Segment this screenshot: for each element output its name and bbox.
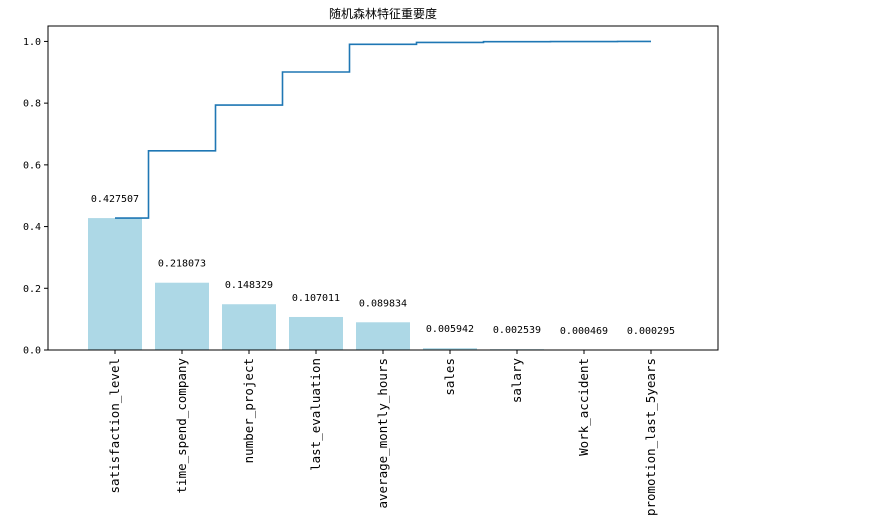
- y-tick-label-1.0: 1.0: [23, 37, 41, 48]
- data-label-Work_accident: 0.000469: [560, 326, 608, 337]
- data-label-satisfaction_level: 0.427507: [91, 194, 139, 205]
- bars-layer: [88, 218, 678, 351]
- data-label-sales: 0.005942: [426, 324, 474, 335]
- x-tick-label-Work_accident: Work_accident: [576, 358, 591, 456]
- x-tick-label-sales: sales: [442, 358, 457, 396]
- bar-average_montly_hours: [356, 322, 410, 350]
- x-axis: satisfaction_level time_spend_company numb…: [107, 350, 658, 515]
- bar-satisfaction_level: [88, 218, 142, 350]
- x-tick-label-satisfaction_level: satisfaction_level: [107, 358, 122, 493]
- data-label-salary: 0.002539: [493, 325, 541, 336]
- y-tick-label-0.8: 0.8: [23, 99, 41, 110]
- data-label-time_spend_company: 0.218073: [158, 259, 206, 270]
- plot-frame: [47, 25, 719, 351]
- bar-last_evaluation: [289, 316, 343, 350]
- y-axis: 0.0 0.2 0.4 0.6 0.8 1.0: [23, 37, 48, 357]
- y-tick-label-0.2: 0.2: [23, 284, 41, 295]
- x-tick-label-time_spend_company: time_spend_company: [174, 358, 189, 494]
- x-tick-label-last_evaluation: last_evaluation: [308, 358, 323, 471]
- chart-title: 随机森林特征重要度: [329, 6, 437, 21]
- data-label-promotion_last_5years: 0.000295: [627, 326, 675, 337]
- data-labels-layer: 0.427507 0.218073 0.148329 0.107011 0.089834…: [91, 194, 675, 337]
- x-tick-label-number_project: number_project: [241, 358, 256, 463]
- data-label-average_montly_hours: 0.089834: [359, 298, 407, 309]
- bar-number_project: [222, 304, 276, 350]
- data-label-last_evaluation: 0.107011: [292, 293, 340, 304]
- y-tick-label-0.0: 0.0: [23, 346, 41, 357]
- x-tick-label-promotion_last_5years: promotion_last_5years: [643, 358, 658, 515]
- cumulative-importance-line: [115, 40, 651, 219]
- data-label-number_project: 0.148329: [225, 280, 273, 291]
- y-tick-label-0.6: 0.6: [23, 160, 41, 171]
- x-tick-label-salary: salary: [509, 358, 524, 404]
- bar-sales: [423, 348, 477, 350]
- y-tick-label-0.4: 0.4: [23, 222, 41, 233]
- x-tick-label-average_montly_hours: average_montly_hours: [375, 358, 390, 509]
- bar-time_spend_company: [155, 282, 209, 350]
- cumulative-line-layer: [115, 40, 651, 219]
